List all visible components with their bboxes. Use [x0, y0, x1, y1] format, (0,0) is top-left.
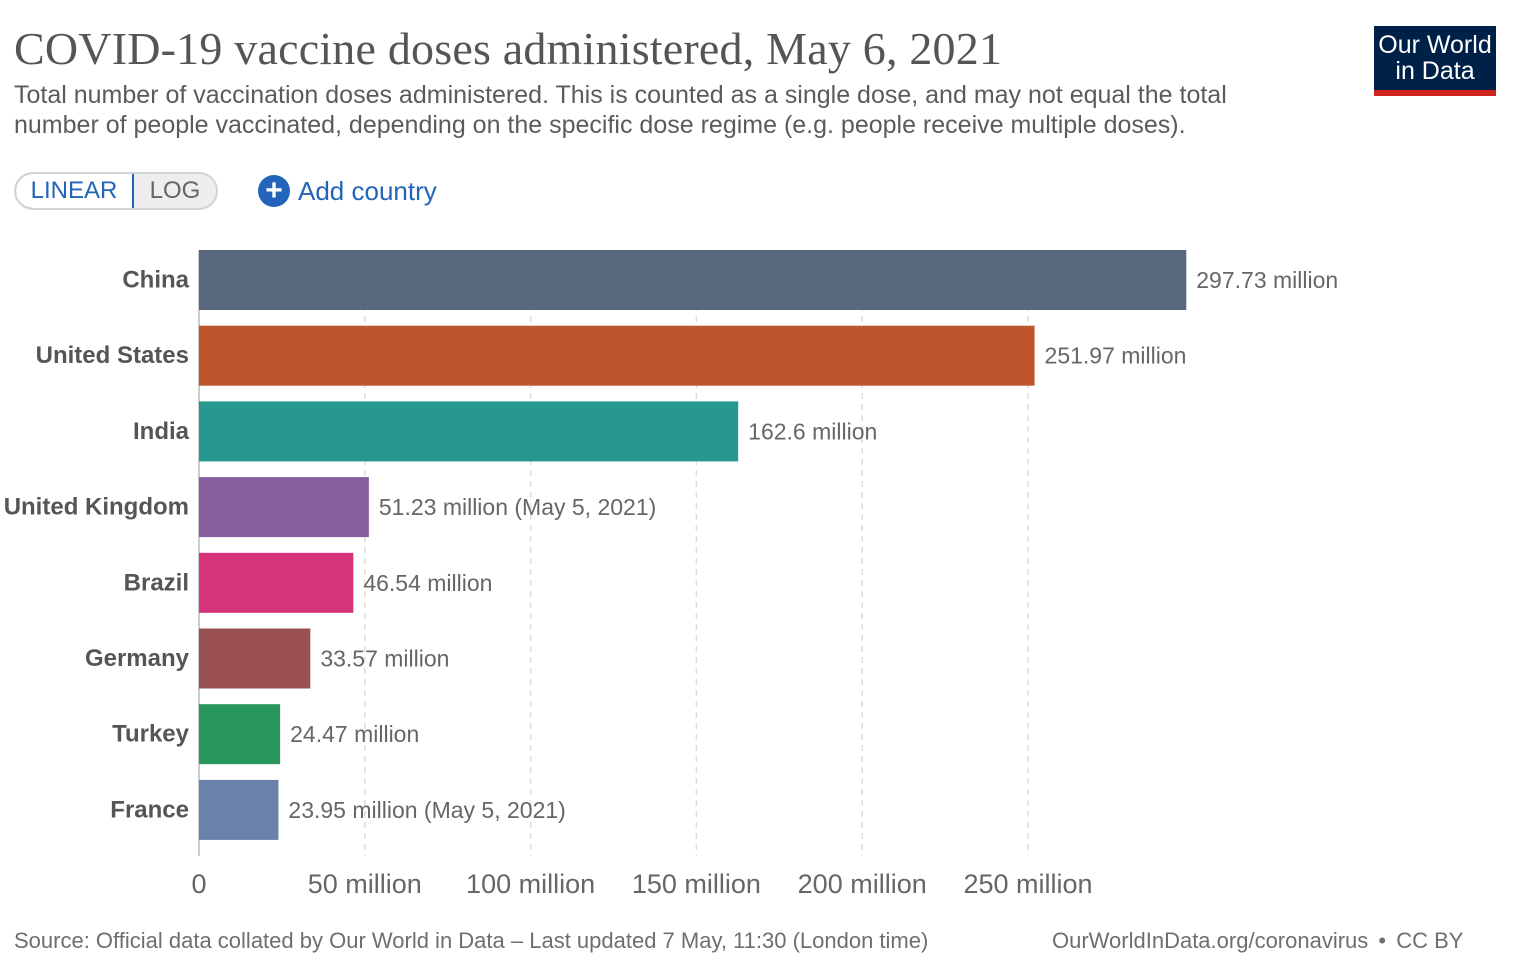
data-label: 46.54 million — [363, 570, 492, 596]
data-label: 162.6 million — [748, 418, 877, 444]
data-label: 33.57 million — [320, 646, 449, 672]
footer-links: OurWorldInData.org/coronavirus • CC BY — [1052, 928, 1464, 954]
bar[interactable] — [199, 552, 354, 613]
data-label: 51.23 million (May 5, 2021) — [379, 494, 656, 520]
bar[interactable] — [199, 628, 311, 689]
bar[interactable] — [199, 325, 1035, 386]
logo-line-1: Our World — [1378, 31, 1492, 59]
data-label: 24.47 million — [290, 721, 419, 747]
x-tick-label: 150 million — [632, 869, 761, 899]
bar[interactable] — [199, 779, 279, 840]
scale-toggle: LINEAR LOG — [14, 172, 218, 210]
chart-subtitle: Total number of vaccination doses admini… — [14, 81, 1227, 139]
logo-accent-bar — [1374, 90, 1496, 96]
data-label: 297.73 million — [1196, 267, 1338, 293]
x-tick-label: 0 — [191, 869, 206, 899]
add-country-button[interactable]: + Add country — [258, 172, 437, 210]
footer-separator: • — [1378, 928, 1387, 953]
add-country-label: Add country — [298, 175, 437, 206]
data-label: 23.95 million (May 5, 2021) — [288, 797, 565, 823]
logo-line-2: in Data — [1395, 57, 1475, 85]
x-tick-label: 50 million — [308, 869, 422, 899]
bar[interactable] — [199, 704, 281, 765]
x-tick-label: 100 million — [466, 869, 595, 899]
plus-circle-icon: + — [258, 175, 290, 207]
category-label: United Kingdom — [4, 494, 189, 521]
linear-scale-button[interactable]: LINEAR — [16, 174, 134, 208]
chart-title: COVID-19 vaccine doses administered, May… — [14, 23, 1003, 74]
category-label: China — [122, 267, 189, 294]
category-label: Brazil — [124, 569, 189, 596]
category-label: Turkey — [112, 721, 190, 748]
bar[interactable] — [199, 477, 369, 538]
category-label: Germany — [85, 645, 190, 672]
log-scale-button[interactable]: LOG — [149, 177, 201, 204]
x-tick-label: 200 million — [798, 869, 927, 899]
license-link[interactable]: CC BY — [1396, 928, 1464, 953]
site-link[interactable]: OurWorldInData.org/coronavirus — [1052, 928, 1369, 953]
category-label: India — [133, 418, 190, 445]
source-note: Source: Official data collated by Our Wo… — [14, 928, 929, 953]
data-label: 251.97 million — [1045, 343, 1187, 369]
category-label: France — [110, 796, 189, 823]
owid-logo[interactable]: Our World in Data — [1374, 26, 1496, 96]
bar[interactable] — [199, 250, 1187, 310]
x-tick-label: 250 million — [963, 869, 1092, 899]
category-label: United States — [36, 342, 189, 369]
bar[interactable] — [199, 401, 739, 462]
